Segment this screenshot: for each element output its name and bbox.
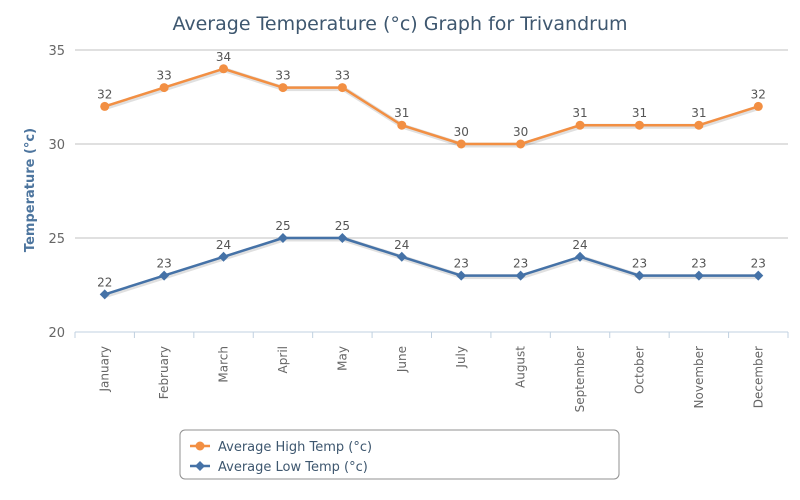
y-axis: 20 25 30 35 <box>48 44 65 341</box>
legend-item[interactable]: Average Low Temp (°c) <box>190 460 368 475</box>
legend-marker <box>195 441 205 451</box>
legend-marker <box>195 461 205 471</box>
data-point[interactable] <box>516 139 526 149</box>
data-point[interactable] <box>753 101 763 111</box>
data-label: 30 <box>454 125 469 139</box>
y-tick-label: 20 <box>48 326 65 341</box>
data-label: 25 <box>275 219 290 233</box>
data-point[interactable] <box>693 270 704 281</box>
data-label: 34 <box>216 50 231 64</box>
legend-items: Average High Temp (°c) Average Low Temp (… <box>190 440 372 475</box>
data-label: 24 <box>394 238 409 252</box>
data-label: 23 <box>751 257 766 271</box>
data-label: 33 <box>275 69 290 83</box>
y-tick-label: 35 <box>48 44 65 59</box>
series-line <box>104 236 759 296</box>
data-point[interactable] <box>218 251 229 262</box>
legend-label: Average Low Temp (°c) <box>218 460 368 475</box>
y-axis-label: Temperature (°c) <box>23 128 38 252</box>
data-point[interactable] <box>753 270 764 281</box>
data-label: 33 <box>335 69 350 83</box>
data-point[interactable] <box>456 139 466 149</box>
series-2: 22 23 24 25 25 24 23 23 24 23 23 23 <box>97 219 766 300</box>
data-label: 23 <box>513 257 528 271</box>
x-tick-label: June <box>395 346 409 373</box>
data-label: 31 <box>394 106 409 120</box>
data-point[interactable] <box>277 233 288 243</box>
y-tick-label: 30 <box>48 138 65 153</box>
data-point[interactable] <box>575 120 585 130</box>
x-tick-label: August <box>514 346 528 388</box>
data-point[interactable] <box>515 270 526 281</box>
legend-box <box>179 429 620 480</box>
x-tick-label: September <box>573 346 587 412</box>
x-tick-label: May <box>335 346 349 371</box>
data-label: 30 <box>513 125 528 139</box>
y-tick-label: 25 <box>48 232 65 247</box>
x-tick-label: March <box>217 346 231 383</box>
x-tick-label: April <box>276 346 290 373</box>
series-line <box>104 67 759 146</box>
data-point[interactable] <box>278 83 288 93</box>
data-point[interactable] <box>99 289 110 300</box>
series-group: 32 33 34 33 33 31 30 30 31 31 31 32 22 23 24 25 25 24 23 23… <box>97 50 766 300</box>
legend-item[interactable]: Average High Temp (°c) <box>190 440 372 455</box>
x-tick-label: October <box>632 346 646 394</box>
x-tick-label: November <box>692 346 706 408</box>
data-point[interactable] <box>397 120 407 130</box>
x-tick-label: January <box>98 346 112 393</box>
x-axis: January February March April May June July Augu… <box>74 331 789 412</box>
data-point[interactable] <box>100 101 110 111</box>
x-tick-label: December <box>751 346 765 408</box>
data-label: 22 <box>97 275 112 289</box>
data-point[interactable] <box>456 270 467 281</box>
data-label: 23 <box>156 257 171 271</box>
data-point[interactable] <box>634 120 644 130</box>
data-label: 31 <box>632 106 647 120</box>
data-label: 23 <box>632 257 647 271</box>
x-tick-label: July <box>454 346 468 369</box>
data-label: 23 <box>454 257 469 271</box>
data-point[interactable] <box>634 270 645 281</box>
data-label: 32 <box>751 87 766 101</box>
data-point[interactable] <box>159 270 170 281</box>
chart-title: Average Temperature (°c) Graph for Triva… <box>172 13 627 35</box>
grid <box>75 49 788 333</box>
data-label: 23 <box>691 257 706 271</box>
data-label: 24 <box>216 238 231 252</box>
data-point[interactable] <box>575 251 586 262</box>
data-point[interactable] <box>337 83 347 93</box>
data-label: 32 <box>97 87 112 101</box>
series-1: 32 33 34 33 33 31 30 30 31 31 31 32 <box>97 50 766 149</box>
legend[interactable]: Average High Temp (°c) Average Low Temp (… <box>179 429 620 480</box>
data-label: 31 <box>691 106 706 120</box>
data-label: 24 <box>572 238 587 252</box>
data-point[interactable] <box>159 83 169 93</box>
data-label: 33 <box>156 69 171 83</box>
x-tick-label: February <box>157 346 171 399</box>
data-point[interactable] <box>396 251 407 262</box>
data-point[interactable] <box>337 233 348 243</box>
data-point[interactable] <box>219 64 229 74</box>
data-label: 31 <box>572 106 587 120</box>
data-label: 25 <box>335 219 350 233</box>
legend-label: Average High Temp (°c) <box>218 440 372 455</box>
data-point[interactable] <box>694 120 704 130</box>
